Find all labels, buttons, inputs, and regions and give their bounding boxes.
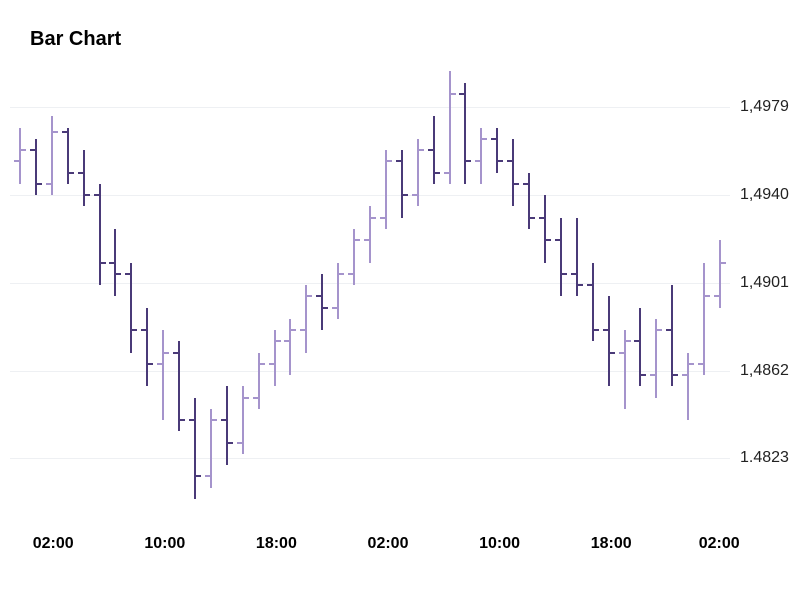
ohlc-bar (125, 263, 137, 353)
ohlc-bar (284, 319, 296, 375)
ohlc-bar (332, 263, 344, 319)
ohlc-bar (269, 330, 281, 386)
ohlc-bar (666, 285, 678, 386)
ohlc-bar (300, 285, 312, 353)
ohlc-bar (253, 353, 265, 409)
x-axis-label: 18:00 (591, 535, 632, 553)
ohlc-bar (555, 218, 567, 297)
ohlc-bar (364, 206, 376, 262)
ohlc-bar (619, 330, 631, 409)
ohlc-bar (46, 116, 58, 195)
ohlc-bar (475, 128, 487, 184)
ohlc-bar (237, 386, 249, 454)
ohlc-bar (459, 83, 471, 184)
y-axis-label: 1,4940 (740, 186, 789, 204)
ohlc-bar (698, 263, 710, 376)
ohlc-bar (94, 184, 106, 285)
ohlc-bar (30, 139, 42, 195)
ohlc-bar (523, 173, 535, 229)
ohlc-bar (14, 128, 26, 184)
ohlc-bar (539, 195, 551, 263)
y-axis-label: 1,4979 (740, 98, 789, 116)
y-axis-label: 1,4901 (740, 274, 789, 292)
ohlc-bar (603, 296, 615, 386)
x-axis-label: 10:00 (479, 535, 520, 553)
ohlc-bar (205, 409, 217, 488)
ohlc-bar (650, 319, 662, 398)
plot-area (10, 60, 730, 510)
y-axis-label: 1.4823 (740, 449, 789, 467)
ohlc-bar (348, 229, 360, 285)
ohlc-bar (221, 386, 233, 465)
ohlc-bar (380, 150, 392, 229)
gridline (10, 195, 730, 196)
ohlc-bar (62, 128, 74, 184)
x-axis-label: 02:00 (33, 535, 74, 553)
x-axis-label: 02:00 (699, 535, 740, 553)
gridline (10, 458, 730, 459)
ohlc-bar (491, 128, 503, 173)
ohlc-bar (109, 229, 121, 297)
ohlc-bar (571, 218, 583, 297)
ohlc-bar (412, 139, 424, 207)
x-axis-label: 18:00 (256, 535, 297, 553)
ohlc-bar (682, 353, 694, 421)
ohlc-bar (587, 263, 599, 342)
ohlc-bar (157, 330, 169, 420)
x-axis-label: 10:00 (144, 535, 185, 553)
ohlc-bar (141, 308, 153, 387)
ohlc-bar (714, 240, 726, 308)
ohlc-bar (396, 150, 408, 218)
gridline (10, 107, 730, 108)
ohlc-bar (507, 139, 519, 207)
x-axis-label: 02:00 (368, 535, 409, 553)
ohlc-bar (78, 150, 90, 206)
ohlc-bar (428, 116, 440, 184)
ohlc-bar-chart: Bar Chart 1,4979 1,4940 1,4901 1,4862 1.4823… (0, 0, 800, 600)
chart-title: Bar Chart (30, 28, 121, 51)
ohlc-bar (189, 398, 201, 499)
ohlc-bar (316, 274, 328, 330)
y-axis-label: 1,4862 (740, 362, 789, 380)
ohlc-bar (173, 341, 185, 431)
ohlc-bar (634, 308, 646, 387)
ohlc-bar (444, 71, 456, 184)
